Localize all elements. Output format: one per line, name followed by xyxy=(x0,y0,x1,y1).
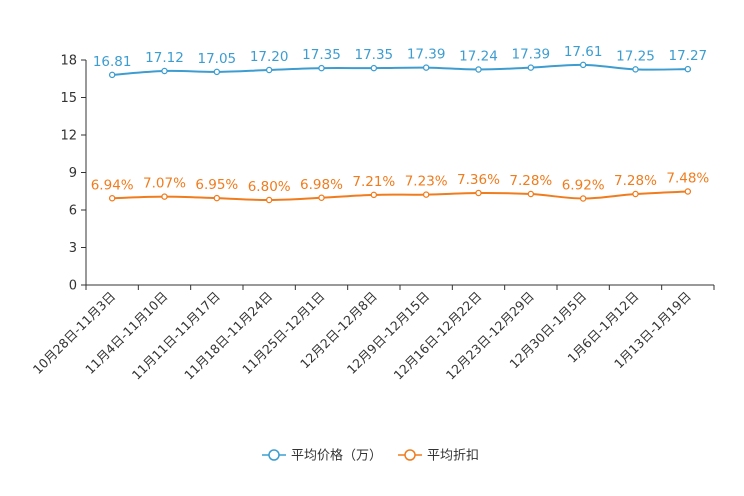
series-average-discount: 6.94% 7.07% 6.95% 6.80% 6.98% 7.21% 7.23% 7.36%… xyxy=(91,171,709,204)
data-label: 17.27 xyxy=(669,48,708,64)
x-tick-label: 12月16日-12月22日 xyxy=(390,289,484,383)
data-point[interactable] xyxy=(108,71,116,79)
data-label: 17.39 xyxy=(407,47,446,63)
data-label: 6.94% xyxy=(91,177,134,193)
data-label: 17.61 xyxy=(564,44,603,60)
data-label: 7.48% xyxy=(666,171,709,187)
data-point[interactable] xyxy=(108,194,116,202)
data-point[interactable] xyxy=(265,66,273,74)
x-tick-label: 11月11日-11月17日 xyxy=(129,289,223,383)
data-point[interactable] xyxy=(318,64,325,72)
data-point[interactable] xyxy=(527,64,535,71)
legend-item[interactable]: 平均价格（万） xyxy=(262,448,382,464)
legend: 平均价格（万） 平均折扣 xyxy=(262,448,479,464)
data-point[interactable] xyxy=(213,68,221,76)
data-point[interactable] xyxy=(213,194,221,202)
x-tick-label: 11月18日-11月24日 xyxy=(181,289,275,383)
data-label: 7.07% xyxy=(143,176,186,192)
data-label: 17.24 xyxy=(459,49,498,65)
data-label: 17.39 xyxy=(512,47,551,63)
data-point[interactable] xyxy=(422,191,430,198)
y-tick-label: 9 xyxy=(69,166,77,181)
series-average-price: 16.81 17.12 17.05 17.20 17.35 17.35 17.39 17.24… xyxy=(93,44,708,79)
series-layer: 16.81 17.12 17.05 17.20 17.35 17.35 17.39 17.24… xyxy=(91,44,709,204)
data-point[interactable] xyxy=(684,188,692,195)
data-label: 6.95% xyxy=(195,177,238,193)
data-label: 7.28% xyxy=(614,173,657,189)
data-label: 6.98% xyxy=(300,177,343,193)
data-label: 7.21% xyxy=(352,174,395,190)
data-label: 17.25 xyxy=(616,48,655,64)
data-point[interactable] xyxy=(475,189,482,197)
legend-label: 平均折扣 xyxy=(427,449,479,464)
data-label: 6.92% xyxy=(562,178,605,194)
legend-item[interactable]: 平均折扣 xyxy=(398,449,479,464)
data-point[interactable] xyxy=(161,67,168,75)
y-tick-label: 15 xyxy=(60,91,77,106)
data-point[interactable] xyxy=(632,66,639,73)
data-point[interactable] xyxy=(527,190,535,198)
data-label: 17.05 xyxy=(198,51,237,67)
data-label: 7.28% xyxy=(509,173,552,189)
data-point[interactable] xyxy=(475,66,482,73)
legend-marker-icon xyxy=(268,449,280,461)
data-point[interactable] xyxy=(632,190,639,198)
legend-marker-icon xyxy=(404,449,416,461)
data-label: 7.23% xyxy=(405,174,448,190)
axes: 036912151810月28日-11月3日11月4日-11月10日11月11日… xyxy=(30,54,715,383)
x-tick-label: 12月23日-12月29日 xyxy=(443,289,537,383)
data-label: 6.80% xyxy=(248,179,291,195)
data-point[interactable] xyxy=(579,195,587,202)
data-point[interactable] xyxy=(265,196,273,204)
data-point[interactable] xyxy=(370,191,378,199)
data-point[interactable] xyxy=(684,65,692,73)
data-label: 16.81 xyxy=(93,54,132,70)
data-label: 17.35 xyxy=(355,47,394,63)
data-label: 17.20 xyxy=(250,49,289,65)
y-tick-label: 6 xyxy=(69,204,77,219)
data-point[interactable] xyxy=(422,64,430,71)
y-tick-label: 18 xyxy=(60,54,77,69)
data-point[interactable] xyxy=(370,64,378,72)
data-point[interactable] xyxy=(318,194,325,201)
data-point[interactable] xyxy=(579,61,587,69)
y-tick-label: 3 xyxy=(69,241,77,256)
data-label: 17.12 xyxy=(145,50,184,66)
series-line xyxy=(112,190,688,202)
data-label: 7.36% xyxy=(457,172,500,188)
data-label: 17.35 xyxy=(302,47,341,63)
y-tick-label: 0 xyxy=(69,279,77,294)
y-tick-label: 12 xyxy=(60,129,77,144)
legend-label: 平均价格（万） xyxy=(291,448,382,464)
data-point[interactable] xyxy=(161,193,168,200)
series-line xyxy=(112,63,688,76)
